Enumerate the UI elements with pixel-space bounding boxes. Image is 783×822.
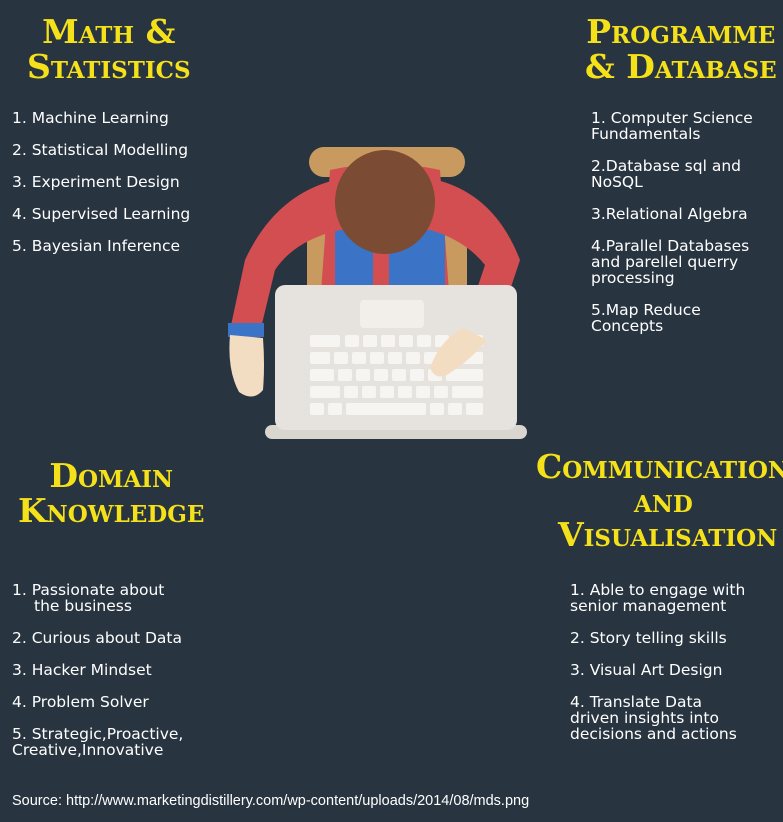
list-item: 3. Experiment Design	[12, 173, 180, 191]
list-item: 4. Translate Data driven insights into dec…	[570, 693, 737, 743]
list-item: 2. Curious about Data	[12, 629, 183, 647]
math-statistics-heading-line-2: Statistics	[27, 47, 191, 86]
list-item: 2.Database sql and NoSQL	[591, 157, 741, 191]
domain-knowledge-heading-line-2: Knowledge	[18, 491, 205, 530]
communication-visualisation-heading-line-1: Communication	[536, 450, 783, 486]
list-item: 3. Visual Art Design	[570, 661, 723, 679]
list-item: 3.Relational Algebra	[591, 205, 748, 223]
list-item: 5.Map Reduce Concepts	[591, 301, 701, 335]
left-arm	[230, 180, 340, 332]
right-hand	[430, 328, 487, 377]
left-hand	[229, 335, 264, 397]
source-caption: Source: http://www.marketingdistillery.c…	[12, 793, 530, 809]
trackpad	[360, 300, 424, 328]
left-cuff	[228, 323, 264, 337]
communication-visualisation-list: 1. Able to engage with senior management …	[570, 582, 745, 758]
list-item: 1. Computer Science Fundamentals	[591, 109, 753, 143]
communication-visualisation-heading: Communication and Visualisation	[536, 450, 783, 552]
list-item: 4. Supervised Learning	[12, 205, 191, 223]
programme-database-heading-line-1: Programme	[586, 12, 776, 51]
list-item: 2. Story telling skills	[570, 629, 727, 647]
list-item: 3. Hacker Mindset	[12, 661, 152, 679]
list-item: 1. Passionate about the business	[12, 581, 165, 615]
programme-database-list: 1. Computer Science Fundamentals 2.Databa…	[591, 110, 753, 350]
domain-knowledge-heading: Domain Knowledge	[18, 458, 204, 528]
domain-knowledge-list: 1. Passionate about the business 2. Curio…	[12, 582, 183, 774]
list-item: 2. Statistical Modelling	[12, 141, 189, 159]
math-statistics-heading: Math & Statistics	[27, 14, 191, 84]
programme-database-heading: Programme & Database	[585, 14, 777, 84]
list-item: 4. Problem Solver	[12, 693, 149, 711]
math-statistics-heading-line-1: Math &	[42, 12, 176, 51]
math-statistics-list: 1. Machine Learning 2. Statistical Model…	[12, 110, 190, 270]
head	[335, 150, 435, 254]
list-item: 1. Able to engage with senior management	[570, 581, 746, 615]
domain-knowledge-heading-line-1: Domain	[49, 456, 174, 495]
list-item: 1. Machine Learning	[12, 109, 169, 127]
list-item: 5. Bayesian Inference	[12, 237, 181, 255]
communication-visualisation-heading-line-3: Visualisation	[558, 515, 778, 552]
communication-visualisation-heading-line-2: and	[634, 481, 693, 520]
list-item: 4.Parallel Databases and parellel querry p…	[591, 237, 750, 287]
person-at-laptop-illustration	[228, 147, 527, 439]
list-item: 5. Strategic,Proactive, Creative,Innovati…	[12, 725, 184, 759]
programme-database-heading-line-2: & Database	[585, 47, 777, 86]
